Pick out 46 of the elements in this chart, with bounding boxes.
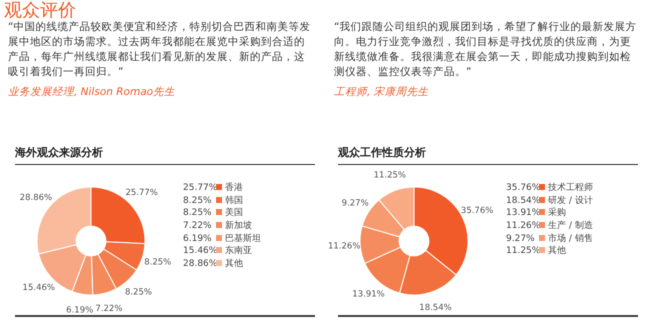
data-label: 7.22% — [95, 304, 122, 314]
text: “我们跟随公司组织的观展团到场，希望了解行业的最新发展方向。电力行业竞争激烈，我们目标是寻找优质的供应商，为更新线缆做准备。我很满意在展会第一天，即能成功搜购到如检测仪器、监控仪表等产品。” — [334, 21, 636, 78]
data-label: 28.86% — [20, 193, 52, 204]
legend-label: 研发 / 设计 — [548, 196, 593, 206]
text: 8.25% — [183, 196, 212, 206]
legend-label: 东南亚 — [225, 246, 252, 256]
text: 11.26% — [506, 221, 540, 232]
data-label: 13.91% — [352, 289, 385, 300]
legend-label: 其他 — [548, 246, 566, 256]
text: 9.27% — [506, 234, 535, 244]
legend-label: 新加坡 — [225, 221, 252, 232]
legend-label: 市场 / 销售 — [548, 234, 593, 244]
legend-label: 韩国 — [225, 196, 243, 206]
data-label: 35.76% — [460, 206, 494, 216]
data-label: 6.19% — [66, 305, 94, 316]
legend-label: 香港 — [225, 183, 243, 193]
legend-label: 美国 — [225, 208, 243, 218]
text: 13.91% — [506, 208, 540, 218]
data-label: 11.25% — [374, 170, 406, 181]
text: 业务发展经理, Nilson Romao先生 — [8, 86, 176, 99]
text: 7.22% — [183, 221, 212, 232]
text: “中国的线缆产品较欧美便宜和经济，特别切合巴西和南美等发展中地区的市场需求。过去两年我都能在展览中采购到合适的产品，每年广州线缆展都让我们看见新的发展、新的产品，这吸引着我们一再回归。” — [8, 21, 310, 78]
text: 35.76% — [506, 183, 540, 193]
data-label: 15.46% — [22, 282, 55, 293]
text: 28.86% — [183, 259, 218, 270]
legend-label: 采购 — [548, 208, 566, 218]
legend-label: 技术工程师 — [548, 183, 593, 193]
data-label: 8.25% — [144, 257, 172, 268]
chart-title: 海外观众来源分析 — [15, 145, 315, 165]
data-label: 11.26% — [328, 241, 360, 252]
data-label: 25.77% — [125, 188, 158, 198]
text: 25.77% — [183, 183, 218, 193]
data-label: 8.25% — [124, 288, 152, 298]
text: 工程师, 宋康周先生 — [334, 86, 430, 99]
chart-title: 观众工作性质分析 — [338, 145, 638, 165]
text: 8.25% — [183, 208, 212, 218]
legend-label: 巴基斯坦 — [225, 234, 261, 244]
legend-label: 其他 — [225, 259, 243, 270]
text: 观众评价 — [4, 0, 76, 21]
text: 15.46% — [183, 246, 218, 256]
legend-label: 生产 / 制造 — [548, 221, 593, 232]
text: 6.19% — [183, 234, 212, 244]
data-label: 9.27% — [342, 198, 369, 208]
text: 18.54% — [506, 196, 540, 206]
text: 11.25% — [506, 246, 540, 256]
data-label: 18.54% — [419, 302, 452, 313]
